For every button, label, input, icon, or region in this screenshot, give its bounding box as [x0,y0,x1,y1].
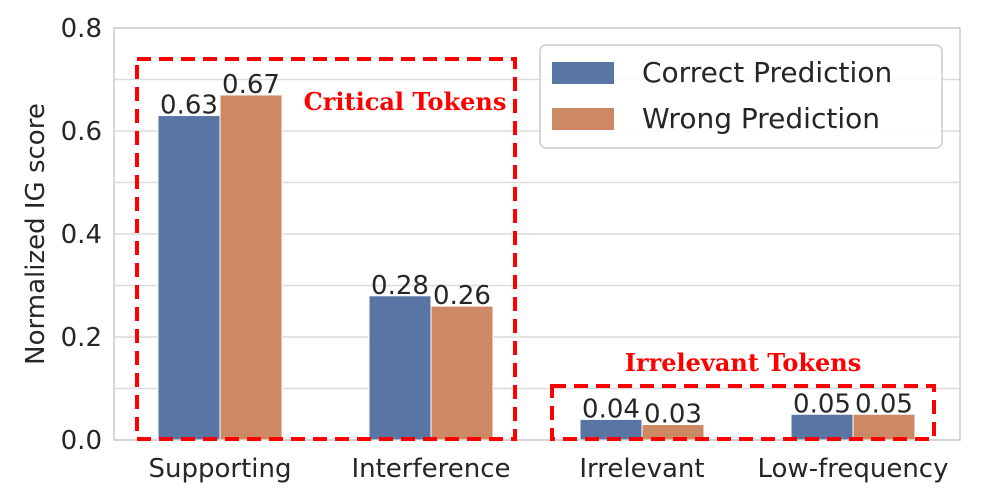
x-tick-label: Supporting [149,454,292,484]
data-label: 0.63 [160,91,218,121]
annotations: Critical Tokens Irrelevant Tokens [135,57,936,441]
x-axis-ticks: Supporting Interference Irrelevant Low-freq… [149,454,949,484]
data-label: 0.05 [855,389,913,419]
legend-label: Correct Prediction [642,56,892,89]
y-axis-title: Normalized IG score [21,103,51,365]
irrelevant-tokens-box [550,384,936,441]
x-tick-label: Irrelevant [579,454,704,484]
bar-correct-low-frequency [790,413,854,441]
y-tick-label: 0.8 [61,14,102,44]
data-label: 0.26 [433,281,491,311]
x-tick-label: Interference [351,454,510,484]
x-tick-label: Low-frequency [758,454,949,484]
bar-correct-supporting [157,115,221,441]
data-label: 0.28 [371,271,429,301]
legend-label: Wrong Prediction [642,102,880,135]
data-label: 0.05 [793,389,851,419]
bar-wrong-supporting [219,94,283,441]
data-labels: 0.63 0.28 0.04 0.05 0.67 0.26 0.03 0.05 [160,70,913,430]
y-tick-label: 0.4 [61,220,102,250]
legend: Correct Prediction Wrong Prediction [539,44,943,149]
legend-swatch [552,62,614,84]
critical-tokens-box [135,57,517,441]
legend-box [539,44,943,149]
y-axis-ticks: 0.0 0.2 0.4 0.6 0.8 [61,14,102,456]
legend-swatch [552,108,614,130]
data-label: 0.03 [644,400,702,430]
y-tick-label: 0.6 [61,117,102,147]
irrelevant-tokens-annotation: Irrelevant Tokens [625,348,862,377]
bar-correct-interference [368,295,432,441]
y-tick-label: 0.2 [61,323,102,353]
y-tick-label: 0.0 [61,426,102,456]
bars [157,94,916,441]
data-label: 0.67 [222,70,280,100]
bar-wrong-low-frequency [852,413,916,441]
plot-frame [113,27,961,441]
bar-wrong-interference [430,305,494,441]
critical-tokens-annotation: Critical Tokens [304,87,507,116]
data-label: 0.04 [582,394,640,424]
